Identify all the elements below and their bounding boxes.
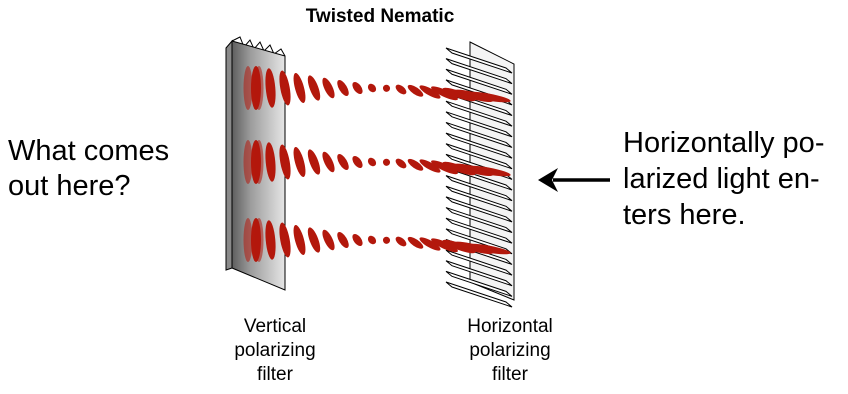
wave-ellipse [352,81,363,95]
filter-slat [445,207,513,234]
wave-ellipse [337,231,349,249]
wave-ellipse [367,157,377,167]
wave-ellipse [293,73,306,103]
wave-ellipse [337,79,349,97]
vertical-filter-label-line: Vertical [243,316,307,337]
input-note-line: larized light en- [623,163,820,195]
filter-slat [445,47,513,74]
filter-slat [445,132,513,159]
wave-ellipse [367,235,377,245]
wave-ellipse [279,70,291,106]
filter-slat [445,217,513,244]
filter-slat [445,100,513,127]
horizontal-filter-label-line: filter [492,364,528,385]
filter-slat [445,121,513,148]
wave-ellipse [465,243,511,255]
wave-ellipse [279,144,291,180]
horizontal-filter-label-line: polarizing [469,340,551,361]
wave-ellipse [442,239,476,254]
filter-slat [445,281,513,308]
wave-ellipse [307,75,321,101]
wave-ellipse [419,237,441,251]
wave-ellipse [382,236,391,244]
wave-ellipse [337,153,349,171]
wave-ellipse [431,86,458,101]
wave-ellipse-faded [254,66,264,110]
output-question: What comes out here? [8,134,208,204]
wave-ellipse [407,84,424,97]
filter-slat [445,196,513,223]
filter-slat [445,58,513,85]
output-question-line: What comes [8,135,170,167]
arrow-left-icon [538,168,610,192]
wave-ellipse [419,85,441,99]
wave-ellipse [322,229,335,251]
wave-ellipse-faded [243,218,253,262]
wave-ellipse-faded [254,218,264,262]
wave-ellipse [279,222,291,258]
wave-ellipse [265,220,276,260]
output-question-line: out here? [8,170,131,202]
light-waves [243,66,511,262]
wave-ellipse [419,159,441,173]
wave-ellipse [431,160,458,175]
filter-slat [445,111,513,138]
wave-ellipse [307,227,321,253]
wave-ellipse [352,233,363,247]
filter-slat [445,260,513,287]
vertical-filter-label-line: filter [257,364,293,385]
vertical-filter-label-line: polarizing [234,340,316,361]
wave-ellipse [352,155,363,169]
filter-slat [445,68,513,95]
filter-slat [445,249,513,276]
input-note-line: ters here. [623,199,746,231]
filter-slat [445,175,513,202]
wave-ellipse [395,236,407,247]
wave-ellipse [322,151,335,173]
wave-ellipse [382,158,391,166]
filter-slat [445,270,513,297]
wave-ellipse [367,83,377,93]
horizontal-filter-label: Horizontal polarizing filter [430,315,590,387]
wave-ellipse [265,68,276,108]
wave-ellipse [382,84,391,92]
input-note: Horizontally po- larized light en- ters … [623,125,848,233]
wave-ellipse [431,238,458,253]
wave-ellipse [407,158,424,171]
wave-ellipse [395,84,407,95]
filter-slat [445,143,513,170]
input-note-line: Horizontally po- [623,127,825,159]
wave-ellipse [265,142,276,182]
wave-ellipse [442,161,476,176]
vertical-filter-label: Vertical polarizing filter [195,315,355,387]
wave-ellipse-faded [243,66,253,110]
wave-ellipse [293,147,306,177]
wave-ellipse-faded [254,140,264,184]
wave-ellipse [307,149,321,175]
horizontal-filter-label-line: Horizontal [467,316,553,337]
wave-ellipse [465,91,511,103]
wave-ellipse [465,165,511,177]
wave-ellipse [322,77,335,99]
wave-ellipse [442,87,476,102]
wave-ellipse-faded [243,140,253,184]
wave-ellipse [293,225,306,255]
diagram-title: Twisted Nematic [305,6,455,27]
wave-ellipse [395,158,407,169]
wave-ellipse [407,236,424,249]
filter-slat [445,185,513,212]
